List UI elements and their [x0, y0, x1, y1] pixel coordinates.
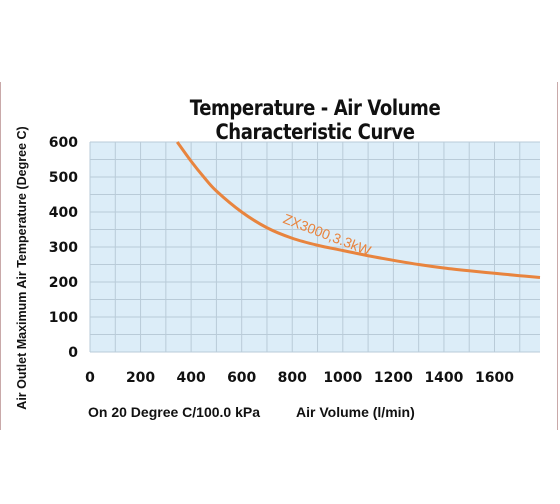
grid-lines: [89, 141, 540, 353]
x-tick-label: 1400: [424, 370, 463, 386]
y-tick-label: 200: [49, 275, 78, 291]
y-tick-label: 600: [49, 135, 78, 151]
x-tick-label: 1200: [374, 370, 413, 386]
x-axis-label: Air Volume (l/min): [296, 404, 415, 420]
x-tick-label: 0: [85, 370, 95, 386]
x-tick-label: 1600: [475, 370, 514, 386]
y-tick-labels: 0 100 200 300 400 500 600: [49, 135, 78, 361]
x-tick-label: 800: [278, 370, 307, 386]
series-line: [176, 141, 541, 279]
y-tick-label: 100: [49, 310, 78, 326]
y-tick-label: 500: [49, 170, 78, 186]
chart-frame: [0, 82, 558, 430]
y-tick-label: 300: [49, 240, 78, 256]
x-tick-label: 600: [227, 370, 256, 386]
x-tick-labels: 0 200 400 600 800 1000 1200 1400 1600: [85, 370, 514, 386]
test-condition-note: On 20 Degree C/100.0 kPa: [88, 404, 260, 420]
x-tick-label: 1000: [323, 370, 362, 386]
x-tick-label: 200: [126, 370, 155, 386]
chart-title: Temperature - Air Volume Characteristic …: [189, 96, 441, 144]
y-tick-label: 400: [49, 205, 78, 221]
x-tick-label: 400: [177, 370, 206, 386]
y-tick-label: 0: [68, 345, 78, 361]
